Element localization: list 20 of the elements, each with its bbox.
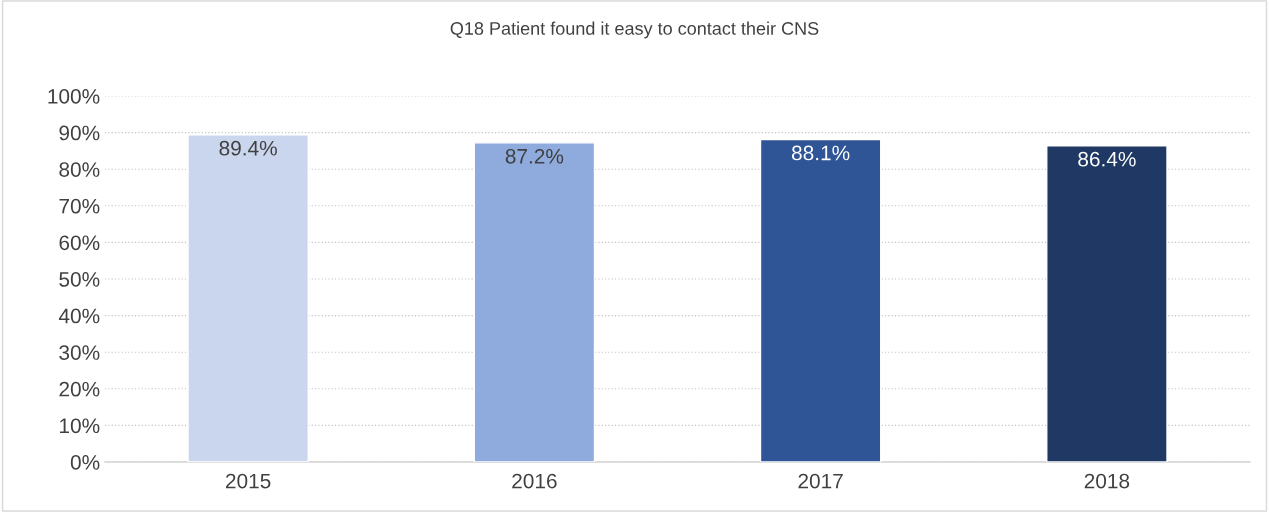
y-tick-label: 50% xyxy=(59,272,100,287)
y-tick-label: 0% xyxy=(70,455,100,470)
data-label: 87.2% xyxy=(505,148,564,164)
y-tick-label: 100% xyxy=(48,89,100,104)
y-tick-label: 20% xyxy=(59,381,100,397)
x-tick-label: 2017 xyxy=(798,473,843,489)
y-tick-label: 30% xyxy=(59,345,100,360)
x-tick-label: 2015 xyxy=(226,473,271,489)
chart-title: Q18 Patient found it easy to contact their CNS xyxy=(450,21,819,39)
x-tick-label: 2018 xyxy=(1084,473,1130,489)
y-tick-label: 70% xyxy=(59,198,100,214)
y-tick-label: 80% xyxy=(59,162,100,177)
data-label: 89.4% xyxy=(219,140,277,156)
x-tick-label: 2016 xyxy=(512,473,557,489)
data-label: 86.4% xyxy=(1078,151,1136,167)
y-tick-label: 60% xyxy=(59,235,100,251)
y-tick-label: 10% xyxy=(60,418,100,434)
data-label: 88.1% xyxy=(792,145,850,161)
y-tick-label: 40% xyxy=(58,308,100,324)
y-tick-label: 90% xyxy=(59,125,100,141)
